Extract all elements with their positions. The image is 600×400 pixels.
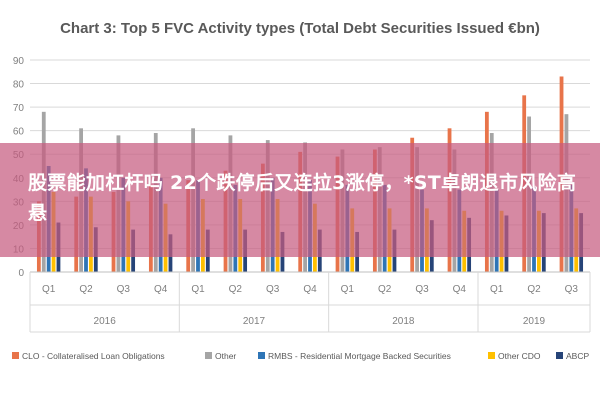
legend-swatch <box>556 352 563 359</box>
x-tick-label: Q4 <box>303 284 317 295</box>
year-group-label: 2018 <box>392 316 415 327</box>
x-tick-label: Q2 <box>378 284 392 295</box>
x-tick-label: Q2 <box>527 284 541 295</box>
chart-title: Chart 3: Top 5 FVC Activity types (Total… <box>60 20 540 37</box>
x-tick-label: Q4 <box>154 284 168 295</box>
x-tick-label: Q3 <box>415 284 429 295</box>
year-group-label: 2019 <box>523 316 546 327</box>
legend: CLO - Collateralised Loan Obligations Oth… <box>12 351 589 361</box>
legend-label: Other CDO <box>498 351 541 361</box>
x-tick-label: Q4 <box>453 284 467 295</box>
legend-label: Other <box>215 351 236 361</box>
overlay-headline: 股票能加杠杆吗 22个跌停后又连拉3涨停，*ST卓朗退市风险高悬 <box>28 172 577 224</box>
year-group-label: 2016 <box>94 316 117 327</box>
x-tick-label: Q2 <box>229 284 243 295</box>
x-tick-label: Q1 <box>490 284 504 295</box>
legend-swatch <box>488 352 495 359</box>
x-tick-label: Q3 <box>266 284 280 295</box>
legend-swatch <box>205 352 212 359</box>
legend-label: ABCP <box>566 351 589 361</box>
x-axis: Q1 Q2 Q3 Q4 Q1 Q2 Q3 Q4 Q1 Q2 Q3 Q4 Q1 Q2 Q3 2016 2017 20… <box>29 271 591 333</box>
legend-label: RMBS - Residential Mortgage Backed Secur… <box>268 351 451 361</box>
x-tick-label: Q1 <box>341 284 355 295</box>
y-tick-label: 0 <box>18 268 24 279</box>
legend-swatch <box>258 352 265 359</box>
x-tick-label: Q1 <box>191 284 205 295</box>
legend-swatch <box>12 352 19 359</box>
x-tick-label: Q2 <box>79 284 93 295</box>
legend-label: CLO - Collateralised Loan Obligations <box>22 351 165 361</box>
year-group-label: 2017 <box>243 316 266 327</box>
x-tick-label: Q1 <box>42 284 56 295</box>
y-tick-label: 80 <box>13 80 25 91</box>
overlay-banner <box>0 143 600 257</box>
x-tick-label: Q3 <box>117 284 131 295</box>
y-tick-label: 60 <box>13 127 25 138</box>
y-tick-label: 70 <box>13 103 25 114</box>
x-tick-label: Q3 <box>565 284 579 295</box>
y-tick-label: 90 <box>13 56 25 67</box>
